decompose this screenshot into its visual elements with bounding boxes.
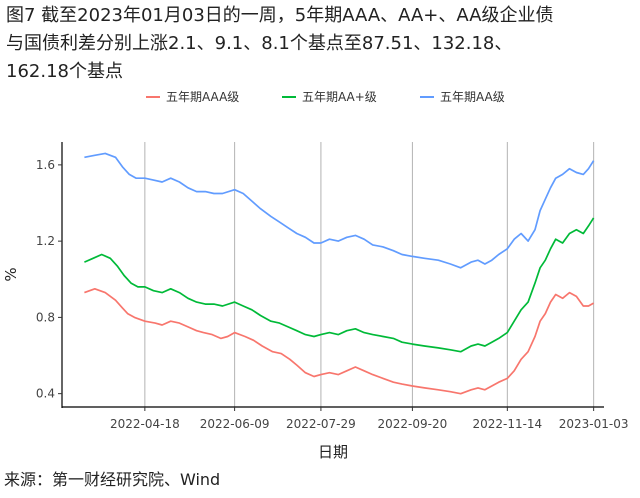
series-line-1: [84, 217, 595, 353]
y-tick-label-0: 0.4: [36, 387, 55, 401]
x-axis-title: 日期: [318, 443, 348, 461]
y-tick-label-2: 1.2: [36, 234, 55, 248]
x-tick-label-4: 2022-11-14: [472, 417, 542, 431]
series-line-2: [84, 152, 595, 269]
x-tick-label-1: 2022-06-09: [200, 417, 270, 431]
title-line-1: 图7 截至2023年01月03日的一周，5年期AAA、AA+、AA级企业债: [6, 5, 554, 26]
y-axis-title: %: [2, 267, 20, 281]
y-tick-label-3: 1.6: [36, 158, 55, 172]
x-tick-label-0: 2022-04-18: [110, 417, 180, 431]
x-tick-label-5: 2023-01-03: [559, 417, 629, 431]
legend-label-1: 五年期AA+级: [302, 90, 377, 104]
x-tick-label-2: 2022-07-29: [286, 417, 356, 431]
y-tick-label-1: 0.8: [36, 310, 55, 324]
title-line-3: 162.18个基点: [6, 61, 123, 82]
chart-title: 图7 截至2023年01月03日的一周，5年期AAA、AA+、AA级企业债 与国…: [6, 2, 634, 86]
legend-label-2: 五年期AA级: [440, 90, 505, 104]
series-line-0: [84, 287, 595, 395]
x-tick-label-3: 2022-09-20: [378, 417, 448, 431]
source-note: 来源：第一财经研究院、Wind: [4, 470, 221, 489]
title-line-2: 与国债利差分别上涨2.1、9.1、8.1个基点至87.51、132.18、: [6, 33, 513, 54]
legend-label-0: 五年期AAA级: [166, 90, 239, 104]
